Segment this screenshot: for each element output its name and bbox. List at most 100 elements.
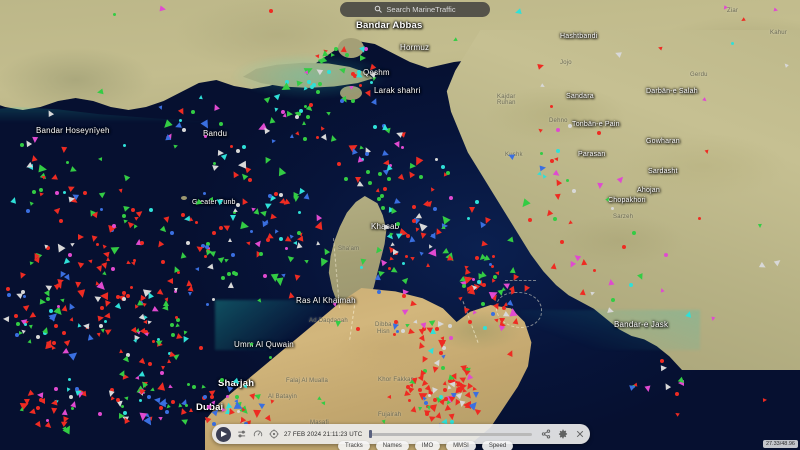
vessel-marker-dot[interactable]	[297, 112, 301, 116]
vessel-marker[interactable]	[78, 234, 84, 240]
vessel-marker[interactable]	[607, 278, 615, 286]
vessel-marker-dot[interactable]	[675, 392, 679, 396]
vessel-marker-dot[interactable]	[212, 298, 215, 301]
vessel-marker-dot[interactable]	[303, 137, 307, 141]
layer-chip-names[interactable]: Names	[375, 441, 409, 450]
vessel-marker-dot[interactable]	[147, 395, 151, 399]
vessel-marker-dot[interactable]	[472, 278, 475, 281]
vessel-marker[interactable]	[217, 149, 225, 157]
vessel-marker-dot[interactable]	[540, 152, 543, 155]
vessel-marker-dot[interactable]	[219, 122, 223, 126]
vessel-marker-dot[interactable]	[231, 253, 235, 257]
vessel-marker-dot[interactable]	[269, 356, 272, 359]
vessel-marker-dot[interactable]	[207, 247, 210, 250]
vessel-marker[interactable]	[221, 407, 227, 413]
vessel-marker-dot[interactable]	[572, 189, 576, 193]
vessel-marker[interactable]	[29, 260, 35, 266]
vessel-marker-dot[interactable]	[424, 401, 428, 405]
vessel-marker-dot[interactable]	[493, 275, 497, 279]
vessel-marker-dot[interactable]	[52, 341, 56, 345]
vessel-marker-dot[interactable]	[359, 84, 362, 87]
vessel-marker-dot[interactable]	[387, 177, 391, 181]
vessel-marker-dot[interactable]	[439, 395, 443, 399]
vessel-marker[interactable]	[82, 322, 90, 330]
vessel-marker-dot[interactable]	[281, 110, 285, 114]
vessel-marker-dot[interactable]	[340, 99, 344, 103]
vessel-marker-dot[interactable]	[402, 294, 406, 298]
vessel-marker-dot[interactable]	[148, 362, 152, 366]
vessel-marker[interactable]	[230, 215, 236, 221]
vessel-marker-dot[interactable]	[203, 395, 207, 399]
vessel-marker-dot[interactable]	[96, 243, 99, 246]
vessel-marker-dot[interactable]	[377, 197, 381, 201]
vessel-marker-dot[interactable]	[122, 214, 126, 218]
vessel-marker-dot[interactable]	[334, 47, 338, 51]
vessel-marker-dot[interactable]	[439, 351, 443, 355]
vessel-marker-dot[interactable]	[46, 419, 49, 422]
vessel-marker[interactable]	[123, 395, 129, 401]
vessel-marker[interactable]	[427, 248, 437, 258]
vessel-marker[interactable]	[160, 365, 166, 371]
vessel-marker-dot[interactable]	[234, 272, 238, 276]
vessel-marker-dot[interactable]	[388, 267, 391, 270]
vessel-marker-dot[interactable]	[664, 253, 668, 257]
vessel-marker[interactable]	[50, 407, 58, 415]
vessel-marker-dot[interactable]	[175, 316, 178, 319]
vessel-marker-dot[interactable]	[205, 245, 209, 249]
vessel-marker[interactable]	[512, 317, 520, 325]
vessel-marker-dot[interactable]	[170, 323, 174, 327]
vessel-marker[interactable]	[77, 289, 87, 299]
vessel-marker-dot[interactable]	[298, 211, 301, 214]
vessel-marker-dot[interactable]	[204, 135, 207, 138]
vessel-marker-dot[interactable]	[110, 388, 114, 392]
vessel-marker[interactable]	[157, 381, 167, 391]
vessel-marker-dot[interactable]	[174, 290, 177, 293]
vessel-marker-dot[interactable]	[39, 188, 43, 192]
vessel-marker[interactable]	[412, 319, 418, 325]
vessel-marker-dot[interactable]	[250, 230, 253, 233]
vessel-marker[interactable]	[303, 192, 311, 200]
vessel-marker-dot[interactable]	[126, 353, 130, 357]
vessel-marker-dot[interactable]	[20, 143, 24, 147]
vessel-marker[interactable]	[68, 195, 76, 203]
vessel-marker-dot[interactable]	[450, 420, 454, 424]
vessel-marker-dot[interactable]	[597, 131, 601, 135]
vessel-marker[interactable]	[417, 406, 423, 412]
vessel-marker[interactable]	[411, 377, 419, 385]
vessel-marker-dot[interactable]	[731, 42, 734, 45]
vessel-marker-dot[interactable]	[140, 241, 144, 245]
vessel-marker-dot[interactable]	[279, 237, 283, 241]
map-layer-chips[interactable]: Tracks Names IMO MMSI Speed	[338, 441, 514, 450]
vessel-marker-dot[interactable]	[444, 397, 448, 401]
vessel-marker-dot[interactable]	[381, 206, 385, 210]
vessel-marker-dot[interactable]	[304, 105, 307, 108]
vessel-marker-dot[interactable]	[170, 231, 174, 235]
vessel-marker-dot[interactable]	[431, 234, 434, 237]
vessel-marker-dot[interactable]	[63, 191, 66, 194]
vessel-marker[interactable]	[206, 263, 214, 271]
vessel-marker[interactable]	[580, 258, 588, 266]
vessel-marker-dot[interactable]	[104, 320, 107, 323]
vessel-marker-dot[interactable]	[139, 399, 142, 402]
vessel-marker-dot[interactable]	[116, 398, 120, 402]
vessel-marker[interactable]	[381, 123, 389, 131]
vessel-marker[interactable]	[189, 408, 193, 412]
vessel-marker[interactable]	[320, 400, 326, 406]
gear-icon[interactable]	[557, 428, 569, 440]
vessel-marker[interactable]	[425, 262, 431, 268]
vessel-marker[interactable]	[161, 304, 169, 312]
vessel-marker[interactable]	[286, 110, 294, 118]
vessel-marker-dot[interactable]	[160, 371, 164, 375]
vessel-marker[interactable]	[467, 285, 477, 295]
vessel-marker-dot[interactable]	[269, 9, 273, 13]
vessel-marker[interactable]	[166, 358, 172, 364]
vessel-marker[interactable]	[762, 397, 768, 403]
vessel-marker-dot[interactable]	[442, 341, 445, 344]
vessel-marker-dot[interactable]	[159, 406, 163, 410]
vessel-marker[interactable]	[458, 384, 464, 390]
vessel-marker-dot[interactable]	[233, 211, 236, 214]
vessel-marker-dot[interactable]	[632, 231, 636, 235]
vessel-marker[interactable]	[468, 206, 476, 214]
vessel-marker-dot[interactable]	[316, 90, 320, 94]
vessel-marker-dot[interactable]	[54, 387, 58, 391]
